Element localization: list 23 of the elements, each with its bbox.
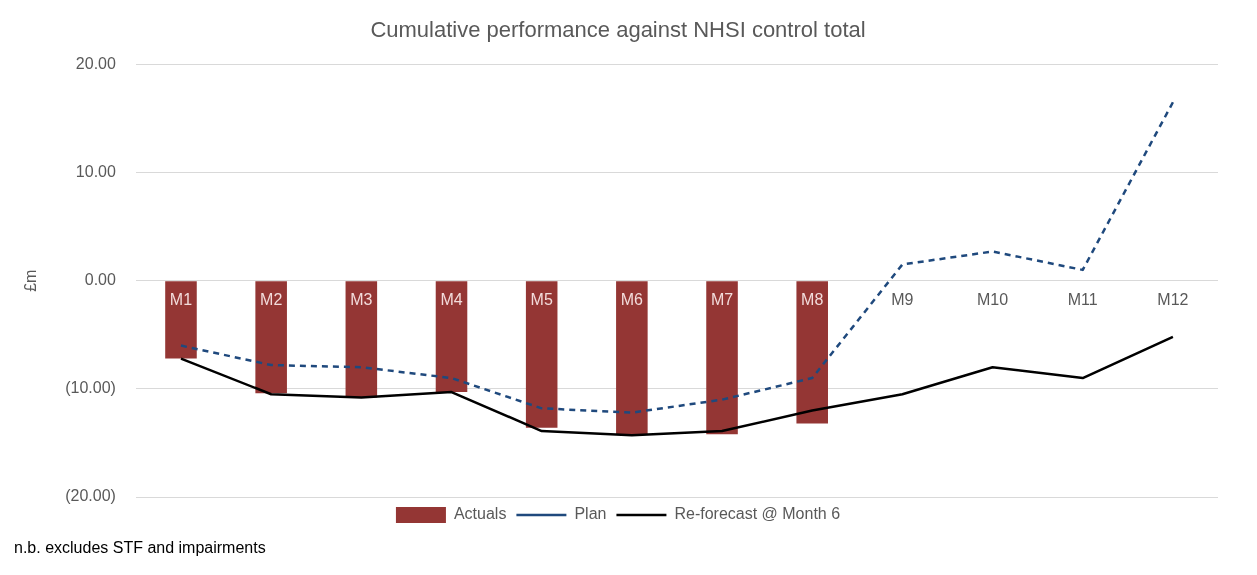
x-tick-label: M1 [169, 291, 193, 309]
x-tick-label: M8 [801, 291, 824, 309]
y-tick-label: (20.00) [65, 487, 116, 505]
x-tick-label: M6 [620, 291, 644, 309]
x-tick-label: M10 [977, 291, 1009, 309]
y-tick-label: 20.00 [75, 54, 116, 72]
x-tick-label: M12 [1157, 291, 1189, 309]
x-tick-label: M2 [260, 291, 283, 309]
x-tick-label: M11 [1067, 291, 1098, 309]
x-tick-label: M4 [440, 291, 463, 309]
y-tick-label: (10.00) [65, 379, 116, 397]
y-axis-title: £m [22, 269, 40, 292]
y-tick-label: 10.00 [75, 162, 116, 180]
legend-label: Actuals [453, 505, 507, 523]
text: n.b. excludes STF and impairments [14, 539, 266, 557]
x-tick-label: M9 [891, 291, 914, 309]
chart-title: Cumulative performance against NHSI control total [370, 17, 866, 43]
x-tick-label: M3 [350, 291, 373, 309]
legend-label: Re-forecast @ Month 6 [674, 505, 841, 523]
y-tick-label: 0.00 [84, 271, 116, 289]
x-tick-label: M7 [710, 291, 734, 309]
legend-label: Plan [574, 505, 607, 523]
x-tick-label: M5 [530, 291, 553, 309]
